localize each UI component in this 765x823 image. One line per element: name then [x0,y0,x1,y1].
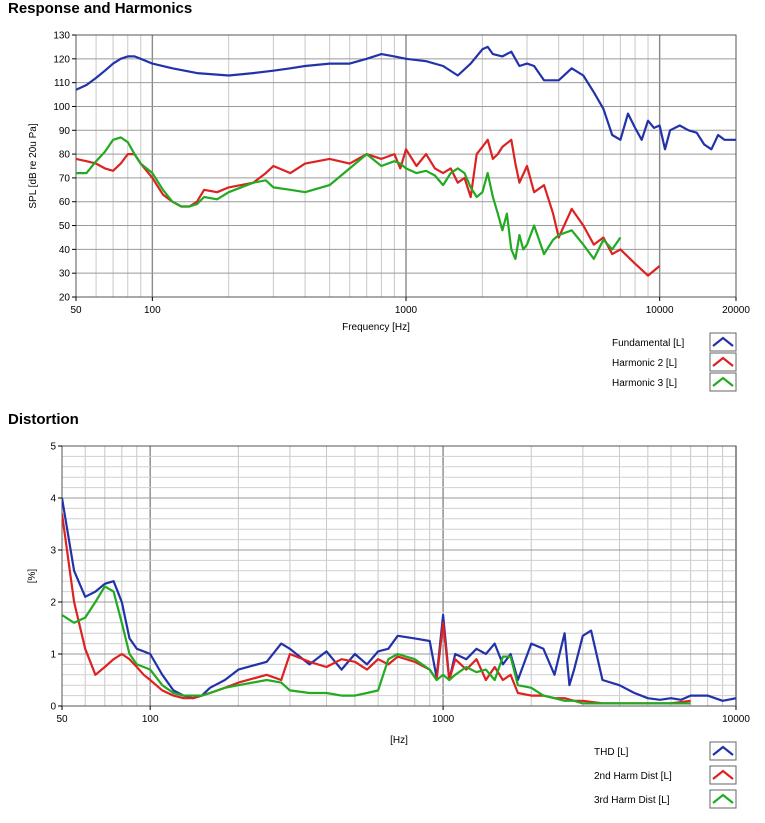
y-axis-label: [%] [27,569,38,584]
legend-label: THD [L] [594,747,629,758]
series-line-3rd-harm-dist [62,585,691,705]
series-line-harmonic-2 [76,138,661,277]
y-tick-label: 80 [59,150,71,161]
legend-swatch-box [709,332,737,352]
y-tick-label: 120 [53,54,70,65]
legend-label: Fundamental [L] [612,338,684,349]
y-tick-label: 90 [59,126,71,137]
x-tick-label: 100 [142,714,159,725]
legend-swatch-box [709,741,737,761]
y-tick-label: 50 [59,221,71,232]
x-tick-label: 20000 [722,305,750,316]
y-tick-label: 0 [50,702,56,713]
legend-swatch-box [709,789,737,809]
x-tick-label: 10000 [722,714,750,725]
y-tick-label: 5 [50,442,56,453]
y-tick-label: 40 [59,245,71,256]
legend-swatch-line [712,376,734,387]
legend-swatch-line [712,336,734,347]
x-tick-label: 50 [70,305,82,316]
x-tick-label: 100 [144,305,161,316]
x-tick-label: 1000 [395,305,418,316]
x-axis-label: Frequency [Hz] [342,322,410,333]
y-tick-label: 2 [50,598,56,609]
legend-label: 2nd Harm Dist [L] [594,771,672,782]
y-tick-label: 30 [59,269,71,280]
y-tick-label: 3 [50,546,56,557]
plot-area [62,446,736,706]
y-tick-label: 20 [59,293,71,304]
x-axis-label: [Hz] [390,735,408,746]
legend-label: Harmonic 3 [L] [612,378,677,389]
legend-swatch-line [712,793,734,804]
chart-0: 20 30 40 50 60 70 80 90 100 110 120 130 50 100 1000 100… [28,31,750,392]
legend-swatch-line [712,745,734,756]
series-line-harmonic-3 [76,136,622,260]
chart-title-response: Response and Harmonics [8,0,193,17]
chart-1: 0 1 2 3 4 5 50 100 1000 10000 [Hz] [%] THD [L] 2nd Ha… [27,442,750,809]
y-tick-label: 4 [50,494,56,505]
y-tick-label: 60 [59,197,71,208]
legend-label: 3rd Harm Dist [L] [594,795,670,806]
series-line-thd [62,497,736,702]
legend-swatch-box [709,765,737,785]
x-tick-label: 50 [56,714,68,725]
y-axis-label: SPL [dB re 20u Pa] [28,123,39,208]
legend-swatch-line [712,356,734,367]
x-tick-label: 10000 [646,305,674,316]
legend-label: Harmonic 2 [L] [612,358,677,369]
legend-swatch-box [709,372,737,392]
y-tick-label: 100 [53,102,70,113]
x-tick-label: 1000 [432,714,455,725]
chart-title-distortion: Distortion [8,411,79,428]
series-line-fundamental [76,45,736,151]
legend-swatch-line [712,769,734,780]
y-tick-label: 130 [53,31,70,42]
legend-swatch-box [709,352,737,372]
y-tick-label: 1 [50,650,56,661]
plot-frame [61,445,737,707]
y-tick-label: 110 [54,78,70,89]
y-tick-label: 70 [59,173,71,184]
